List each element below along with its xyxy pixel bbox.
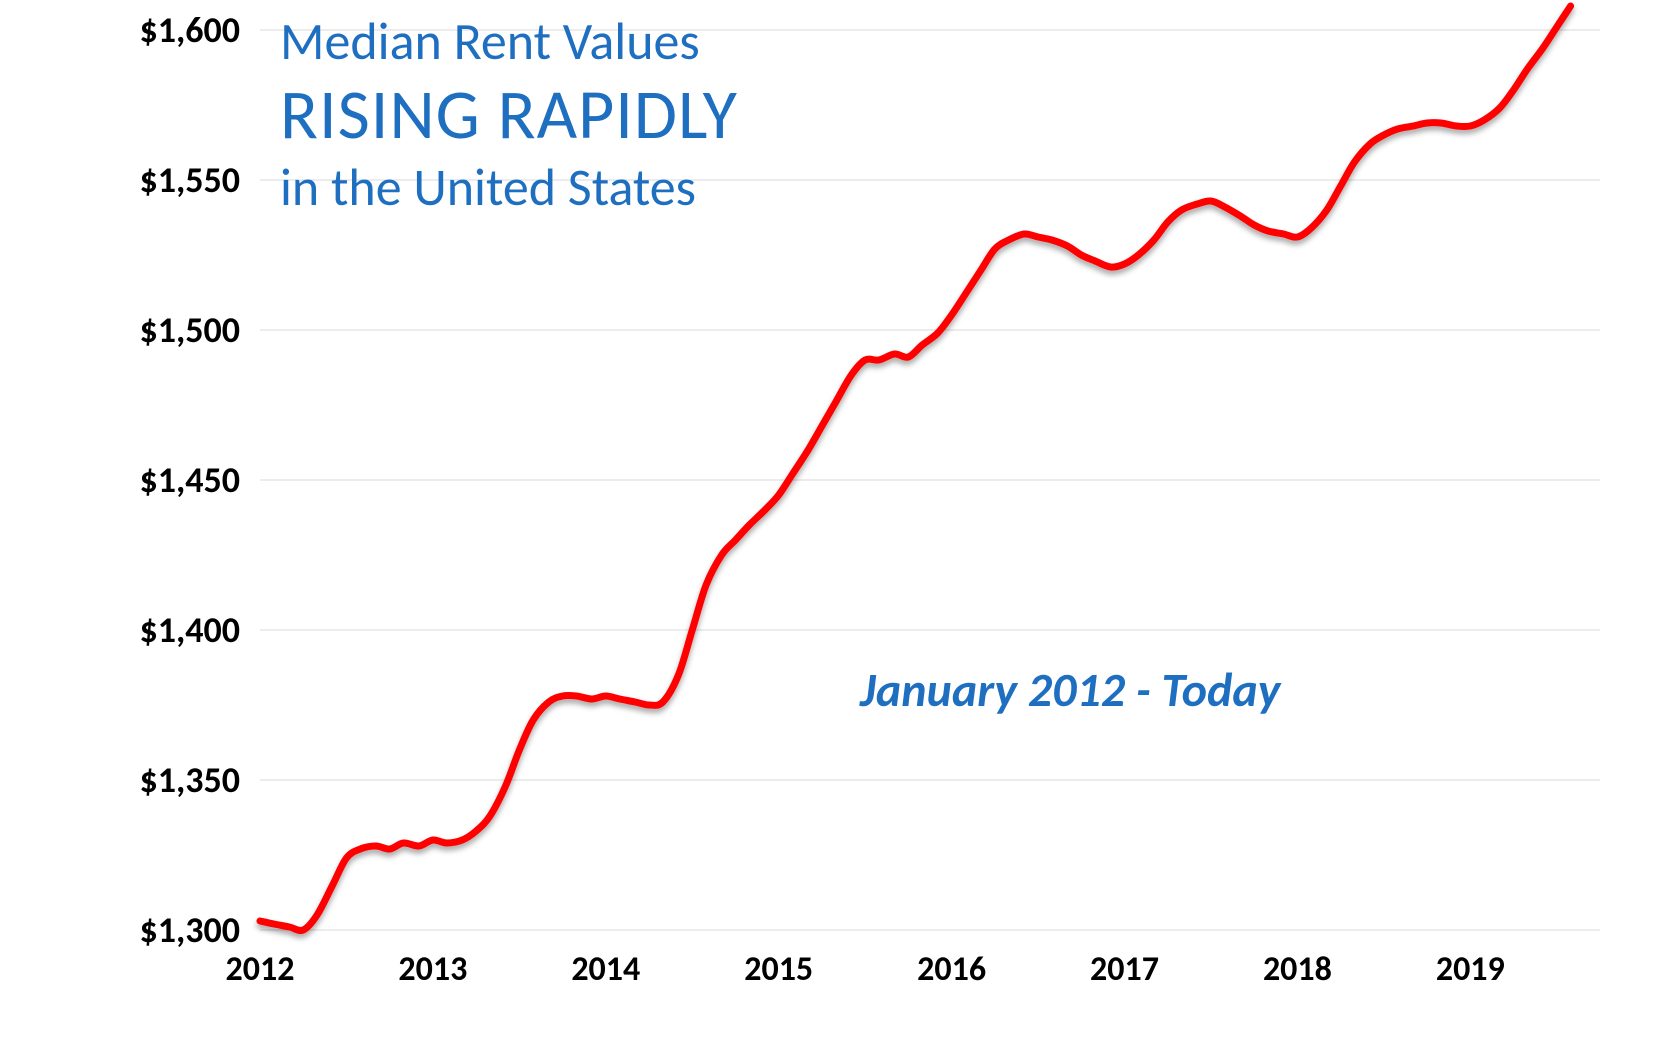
title-line-3: in the United States	[280, 156, 738, 218]
y-tick-label: $1,600	[139, 8, 240, 52]
x-tick-label: 2015	[744, 949, 813, 990]
title-line-2: RISING RAPIDLY	[280, 72, 738, 156]
title-line-1: Median Rent Values	[280, 10, 738, 72]
x-tick-label: 2014	[571, 949, 640, 990]
x-tick-label: 2018	[1263, 949, 1332, 990]
y-tick-label: $1,500	[139, 308, 240, 352]
x-tick-label: 2019	[1436, 949, 1505, 990]
y-tick-label: $1,550	[139, 158, 240, 202]
x-tick-label: 2017	[1090, 949, 1159, 990]
y-tick-label: $1,300	[139, 908, 240, 952]
chart-title: Median Rent Values RISING RAPIDLY in the…	[280, 10, 738, 219]
chart-canvas: $1,300 $1,350 $1,400 $1,450 $1,500 $1,550 $1,6…	[0, 0, 1680, 1040]
chart-subtitle: January 2012 - Today	[860, 660, 1280, 719]
y-tick-label: $1,450	[139, 458, 240, 502]
x-tick-label: 2012	[226, 949, 295, 990]
x-tick-label: 2013	[398, 949, 467, 990]
x-tick-label: 2016	[917, 949, 986, 990]
y-tick-label: $1,350	[139, 758, 240, 802]
rent-chart: $1,300 $1,350 $1,400 $1,450 $1,500 $1,550 $1,6…	[0, 0, 1680, 1040]
y-tick-label: $1,400	[139, 608, 240, 652]
